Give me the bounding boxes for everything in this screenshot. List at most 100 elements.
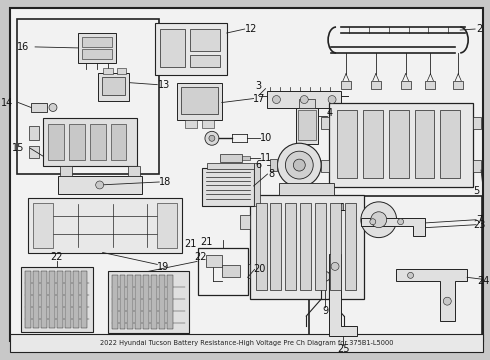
Bar [69, 125, 85, 160]
Text: 15: 15 [12, 143, 24, 153]
Bar [58, 176, 143, 194]
Bar [298, 111, 316, 140]
Bar [296, 108, 318, 144]
Polygon shape [361, 218, 425, 236]
Text: 6: 6 [255, 160, 262, 170]
Bar [60, 166, 72, 176]
Bar [82, 49, 112, 59]
Polygon shape [329, 255, 357, 336]
Bar [363, 111, 383, 178]
Bar [190, 29, 220, 51]
Bar [108, 271, 189, 333]
Bar [202, 168, 254, 206]
Bar [401, 81, 411, 89]
Bar [57, 271, 63, 328]
Bar [31, 103, 47, 112]
Bar [167, 275, 173, 329]
Circle shape [277, 143, 321, 187]
Text: 8: 8 [269, 169, 274, 179]
Text: 1: 1 [340, 203, 346, 213]
Bar [65, 271, 71, 328]
Bar [249, 195, 364, 299]
Bar [78, 33, 116, 63]
Bar [73, 271, 79, 328]
Bar [337, 111, 357, 178]
Bar [299, 99, 315, 108]
Text: 24: 24 [477, 276, 489, 286]
Bar [48, 125, 64, 160]
Bar [160, 29, 185, 67]
Circle shape [320, 271, 330, 281]
Bar [112, 275, 118, 329]
Bar [441, 111, 460, 178]
Text: 16: 16 [17, 42, 29, 52]
Text: 19: 19 [157, 262, 170, 273]
Bar [190, 55, 220, 67]
Text: 10: 10 [260, 133, 272, 143]
Bar [101, 77, 125, 95]
Bar [256, 203, 267, 290]
Bar [279, 183, 334, 195]
Bar [120, 275, 125, 329]
Text: 21: 21 [185, 239, 197, 248]
Bar [371, 81, 381, 89]
Bar [41, 271, 47, 328]
Bar [285, 203, 296, 290]
Bar [242, 156, 249, 160]
Circle shape [361, 202, 396, 238]
Text: 22: 22 [195, 252, 207, 262]
Text: 9: 9 [322, 306, 328, 316]
Bar [207, 163, 254, 169]
Text: 11: 11 [260, 153, 272, 163]
Circle shape [300, 95, 308, 104]
Bar [102, 68, 113, 74]
Bar [33, 271, 39, 328]
Circle shape [205, 131, 219, 145]
Bar [453, 81, 463, 89]
Bar [321, 160, 329, 172]
Bar [329, 103, 473, 187]
Bar [254, 163, 260, 206]
Polygon shape [395, 269, 467, 321]
Bar [29, 126, 39, 140]
Bar [144, 275, 149, 329]
Text: 23: 23 [473, 220, 485, 230]
Text: 20: 20 [253, 264, 266, 274]
Circle shape [443, 297, 451, 305]
Bar [330, 203, 341, 290]
Bar [135, 275, 142, 329]
Bar [321, 117, 329, 129]
Text: 22: 22 [50, 252, 63, 262]
Bar [345, 203, 356, 290]
Bar [240, 215, 249, 229]
Bar [177, 83, 222, 120]
Circle shape [272, 95, 280, 104]
Bar [270, 203, 281, 290]
Circle shape [96, 181, 104, 189]
Bar [206, 256, 222, 267]
Text: 3: 3 [255, 81, 262, 91]
Circle shape [371, 212, 387, 228]
Bar [21, 267, 93, 332]
Text: 7: 7 [476, 215, 482, 225]
Bar [49, 271, 55, 328]
Bar [90, 125, 106, 160]
Bar [315, 203, 326, 290]
Bar [43, 118, 137, 166]
Circle shape [331, 262, 339, 270]
Text: 25: 25 [337, 344, 349, 354]
Text: 13: 13 [158, 80, 171, 90]
Bar [157, 203, 177, 248]
Bar [270, 159, 277, 171]
Bar [198, 248, 247, 295]
Bar [300, 203, 311, 290]
Bar [425, 81, 436, 89]
Bar [267, 91, 341, 108]
Bar [151, 275, 157, 329]
Text: 2022 Hyundai Tucson Battery Resistance-High Voltage Pre Ch Diagram for 375B1-L50: 2022 Hyundai Tucson Battery Resistance-H… [100, 340, 393, 346]
Text: 21: 21 [200, 237, 212, 247]
Circle shape [370, 219, 376, 225]
Text: 14: 14 [1, 98, 13, 108]
Bar [309, 196, 482, 347]
Text: 12: 12 [245, 24, 258, 34]
